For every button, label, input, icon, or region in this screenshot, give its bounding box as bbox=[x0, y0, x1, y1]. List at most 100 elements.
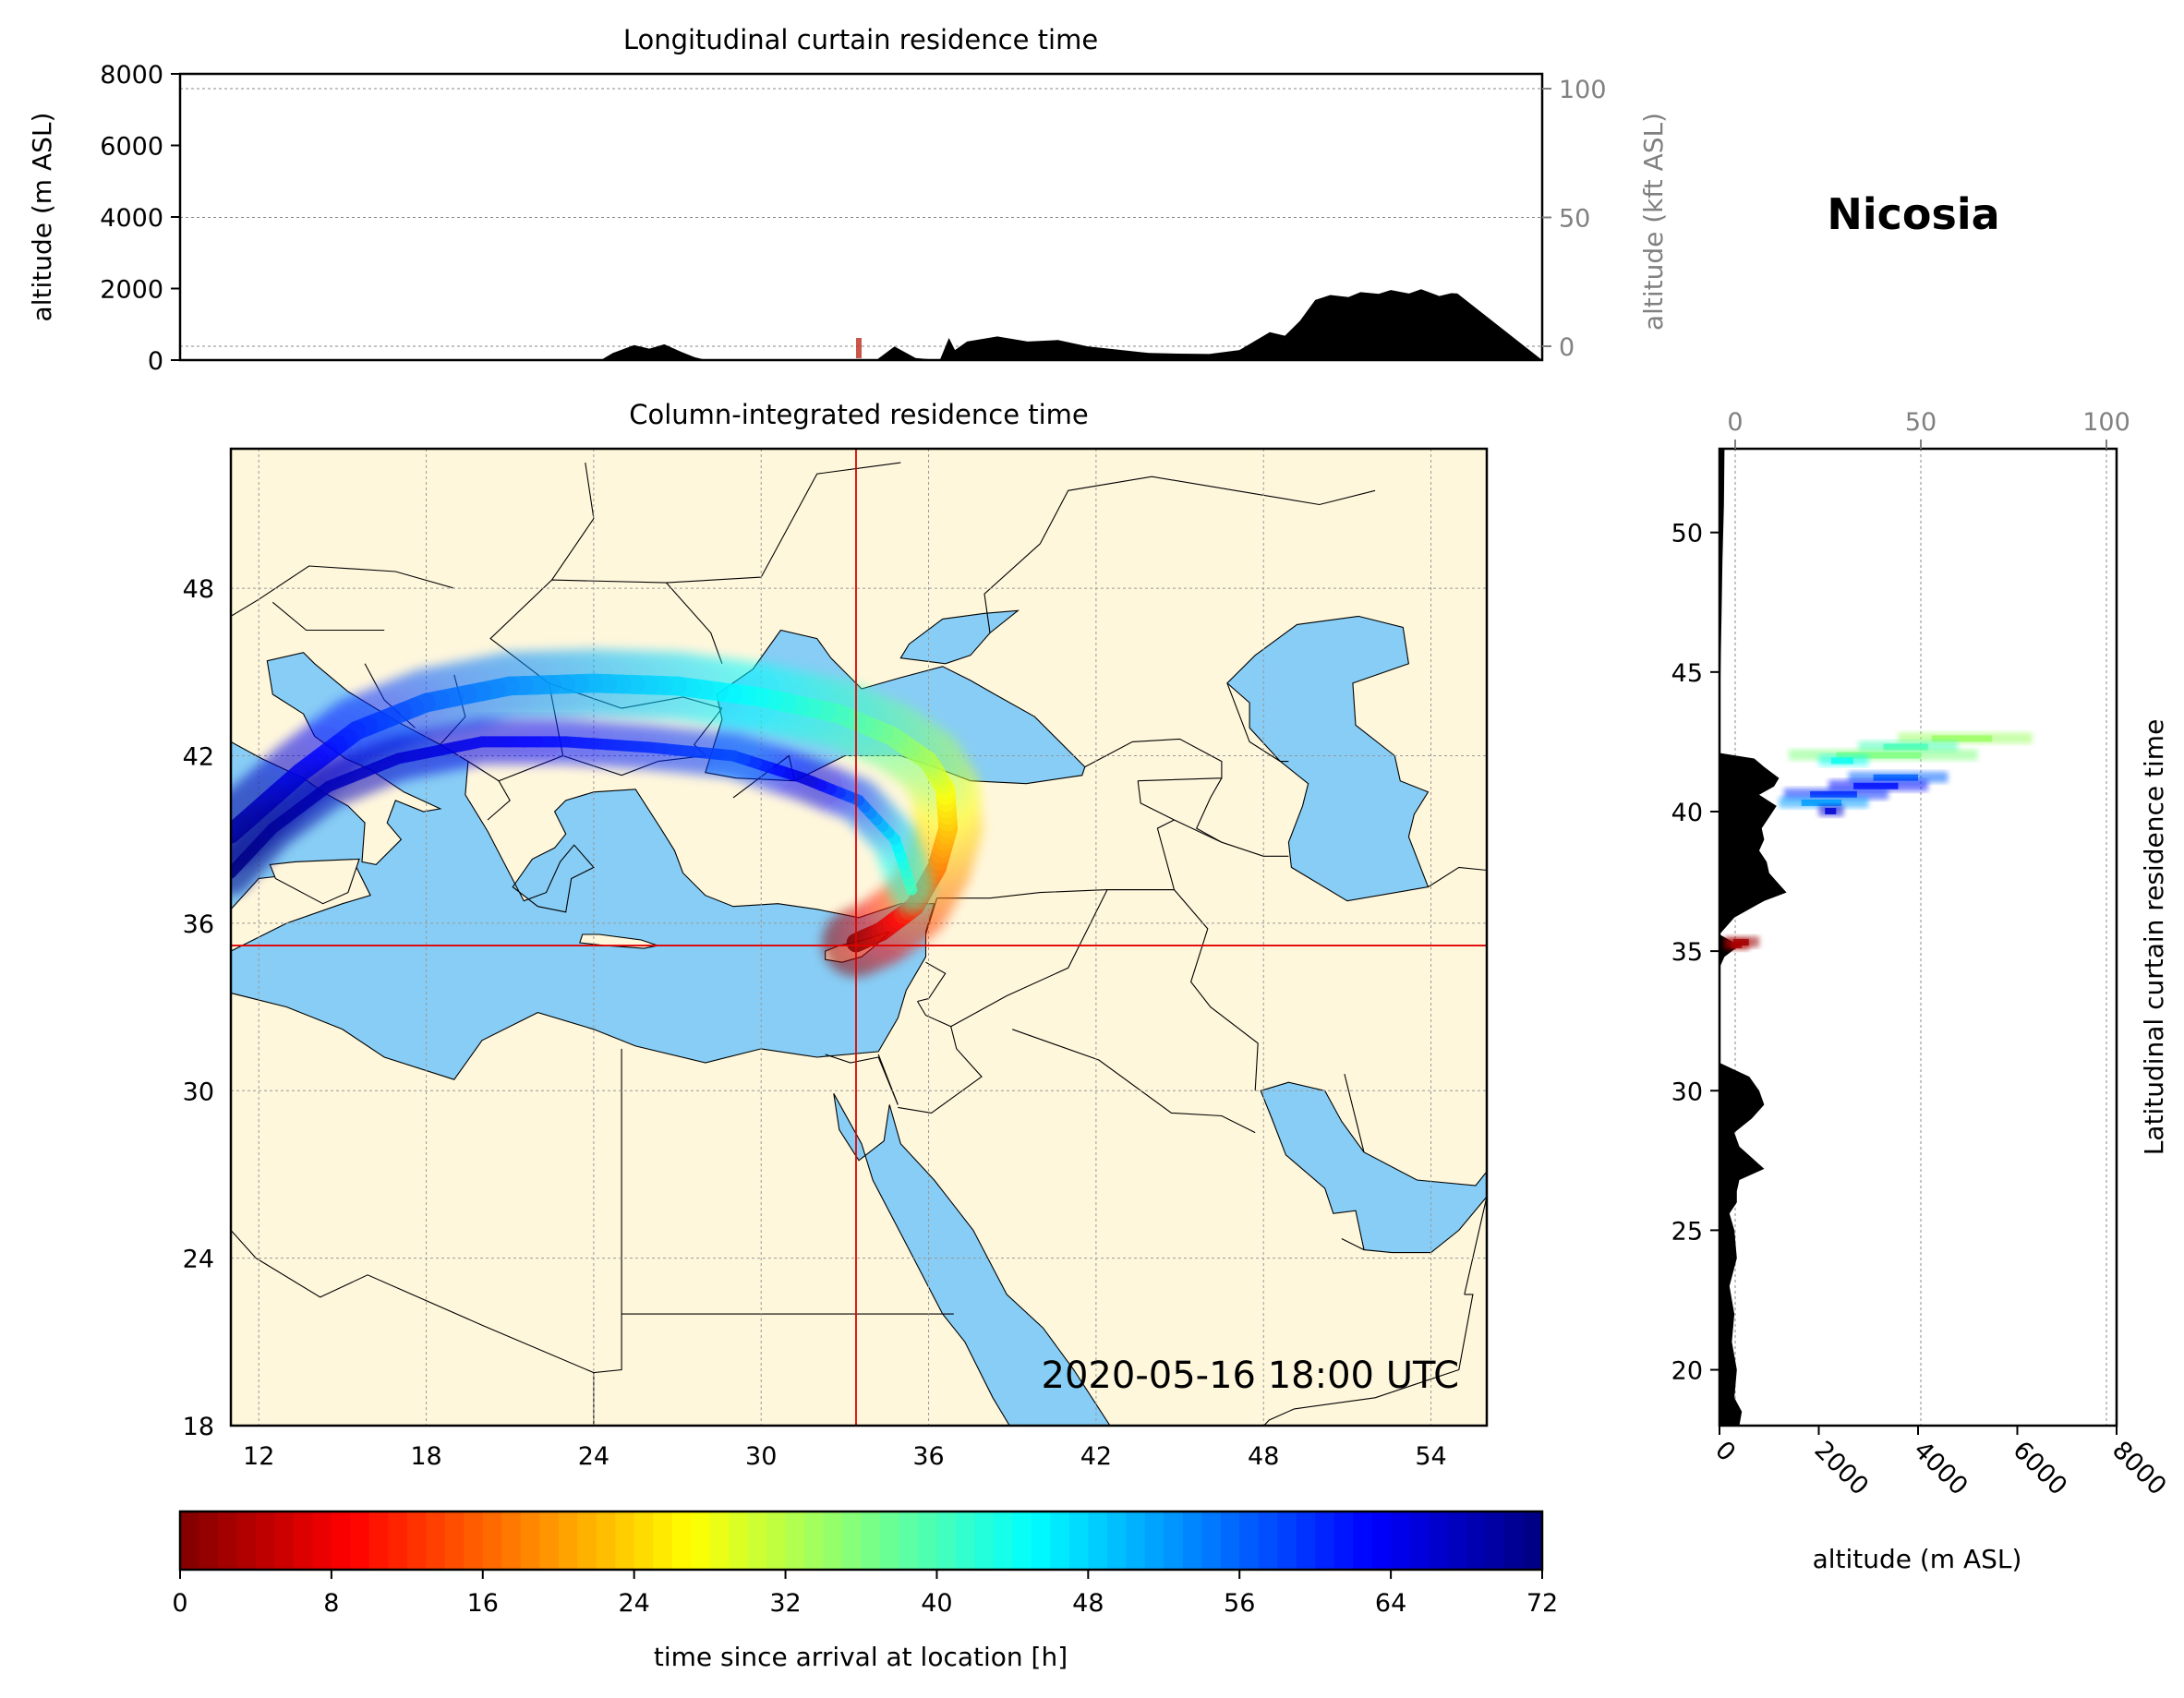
colorbar-segment bbox=[1164, 1511, 1184, 1570]
colorbar-segment bbox=[785, 1511, 805, 1570]
colorbar-segment bbox=[823, 1511, 843, 1570]
colorbar-segment bbox=[1031, 1511, 1051, 1570]
side-x-tick-label: 4000 bbox=[1908, 1436, 1973, 1501]
location-title: Nicosia bbox=[1827, 189, 1999, 239]
colorbar-segment bbox=[1409, 1511, 1430, 1570]
colorbar-segment bbox=[974, 1511, 995, 1570]
colorbar-segment bbox=[482, 1511, 502, 1570]
colorbar-segment bbox=[804, 1511, 825, 1570]
country-border bbox=[1195, 777, 1223, 843]
colorbar-segment bbox=[747, 1511, 767, 1570]
side-y-tick-label: 35 bbox=[1671, 938, 1703, 967]
colorbar-segment bbox=[350, 1511, 370, 1570]
country-border bbox=[898, 1026, 983, 1114]
colorbar-tick-label: 32 bbox=[769, 1589, 801, 1618]
colorbar-segment bbox=[1182, 1511, 1202, 1570]
country-border bbox=[1428, 866, 1487, 888]
side-y-tick-label: 40 bbox=[1671, 799, 1703, 827]
country-border bbox=[271, 601, 385, 632]
map-x-tick-label: 30 bbox=[745, 1442, 777, 1471]
colorbar-tick-label: 48 bbox=[1072, 1589, 1104, 1618]
country-border bbox=[917, 889, 1108, 1028]
colorbar-segment bbox=[1106, 1511, 1127, 1570]
colorbar-segment bbox=[1429, 1511, 1449, 1570]
side-plume-core bbox=[1853, 782, 1899, 789]
colorbar-segment bbox=[312, 1511, 332, 1570]
map-y-tick-label: 30 bbox=[183, 1078, 214, 1106]
colorbar-segment bbox=[955, 1511, 976, 1570]
colorbar-tick-label: 0 bbox=[172, 1589, 187, 1618]
colorbar-segment bbox=[293, 1511, 314, 1570]
top-y-tick-label: 6000 bbox=[100, 133, 163, 162]
map-x-tick-label: 54 bbox=[1415, 1442, 1446, 1471]
colorbar-segment bbox=[539, 1511, 560, 1570]
colorbar-segment bbox=[426, 1511, 446, 1570]
map-x-ticks: 12 18 24 30 36 42 48 54 bbox=[243, 1442, 1447, 1471]
colorbar-segment bbox=[879, 1511, 900, 1570]
country-border bbox=[1344, 1073, 1365, 1152]
colorbar-segment bbox=[558, 1511, 578, 1570]
country-border bbox=[1341, 1238, 1365, 1251]
plume-core bbox=[231, 736, 918, 896]
colorbar-segment bbox=[577, 1511, 597, 1570]
country-border bbox=[1039, 476, 1376, 545]
colorbar-segment bbox=[1012, 1511, 1032, 1570]
colorbar-segment bbox=[1126, 1511, 1146, 1570]
side-plume-core bbox=[1873, 774, 1918, 781]
top-residence-patch bbox=[856, 338, 862, 358]
colorbar-segment bbox=[766, 1511, 787, 1570]
side-x-ticks: 0 2000 4000 6000 8000 bbox=[1709, 1426, 2172, 1501]
side-y-tick-label: 45 bbox=[1671, 659, 1703, 688]
map-y-tick-label: 36 bbox=[183, 910, 214, 939]
top-y-ticks-right: 0 50 100 bbox=[1542, 76, 1607, 362]
colorbar-tick-label: 72 bbox=[1526, 1589, 1558, 1618]
plume-core bbox=[231, 673, 959, 953]
colorbar-frame bbox=[178, 1510, 1544, 1572]
colorbar-tick-label: 16 bbox=[467, 1589, 499, 1618]
map-x-tick-label: 18 bbox=[410, 1442, 441, 1471]
side-plume-core bbox=[1810, 790, 1857, 798]
persian-gulf bbox=[1260, 1081, 1487, 1254]
colorbar-segment bbox=[236, 1511, 257, 1570]
country-border bbox=[1084, 738, 1223, 782]
side-y-tick-label: 20 bbox=[1671, 1357, 1703, 1386]
map-x-tick-label: 42 bbox=[1080, 1442, 1112, 1471]
colorbar-segment bbox=[729, 1511, 749, 1570]
side-y-tick-label: 25 bbox=[1671, 1217, 1703, 1246]
country-border bbox=[1012, 1029, 1256, 1134]
map-frame bbox=[229, 447, 1489, 1427]
country-border bbox=[489, 579, 723, 684]
side-x-tick-label: 0 bbox=[1709, 1436, 1741, 1467]
colorbar-segment bbox=[217, 1511, 238, 1570]
colorbar-segment bbox=[842, 1511, 863, 1570]
colorbar-segment bbox=[1088, 1511, 1108, 1570]
colorbar-segment bbox=[1447, 1511, 1467, 1570]
country-border bbox=[231, 1230, 257, 1258]
side-x-tick-label: 8000 bbox=[2106, 1436, 2172, 1501]
colorbar-segment bbox=[368, 1511, 389, 1570]
side-plume-core bbox=[1883, 743, 1928, 751]
colorbar-segment bbox=[199, 1511, 219, 1570]
side-x-top-tick-label: 0 bbox=[1727, 408, 1743, 437]
colorbar-segment bbox=[255, 1511, 276, 1570]
colorbar-tick-label: 8 bbox=[323, 1589, 339, 1618]
map-x-tick-label: 24 bbox=[578, 1442, 609, 1471]
map-y-ticks: 18 24 30 36 42 48 bbox=[183, 575, 214, 1441]
plume-segment bbox=[231, 860, 244, 879]
map-crosshair bbox=[231, 449, 1487, 1426]
sicily-island bbox=[269, 858, 360, 905]
colorbar-segment bbox=[520, 1511, 540, 1570]
country-border bbox=[467, 682, 564, 782]
top-y-tick-label: 0 bbox=[148, 347, 163, 376]
colorbar-segment bbox=[406, 1511, 427, 1570]
country-border bbox=[551, 463, 595, 581]
colorbar-segment bbox=[993, 1511, 1013, 1570]
map-y-tick-label: 18 bbox=[183, 1413, 214, 1441]
colorbar-segment bbox=[1296, 1511, 1316, 1570]
top-y-tick-label: 4000 bbox=[100, 204, 163, 233]
country-border bbox=[487, 780, 511, 821]
top-y-right-tick-label: 0 bbox=[1559, 333, 1575, 362]
colorbar-segment bbox=[1068, 1511, 1089, 1570]
